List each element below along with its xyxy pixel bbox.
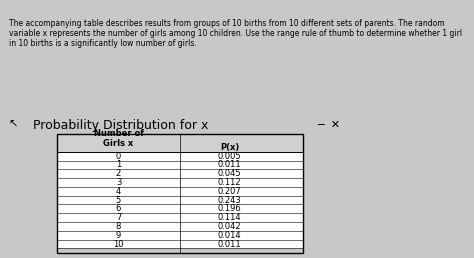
FancyBboxPatch shape [57, 178, 303, 187]
FancyBboxPatch shape [57, 240, 303, 248]
Text: The accompanying table describes results from groups of 10 births from 10 differ: The accompanying table describes results… [9, 19, 463, 49]
Text: ↖: ↖ [8, 120, 18, 130]
Text: 0.112: 0.112 [218, 178, 241, 187]
Text: 9: 9 [116, 231, 121, 240]
Text: 5: 5 [116, 196, 121, 205]
FancyBboxPatch shape [57, 152, 303, 160]
Text: 10: 10 [113, 239, 124, 248]
Text: 0.042: 0.042 [218, 222, 241, 231]
Text: P(x): P(x) [220, 143, 239, 152]
FancyBboxPatch shape [57, 205, 303, 213]
FancyBboxPatch shape [57, 160, 303, 169]
Text: 0.207: 0.207 [218, 187, 241, 196]
FancyBboxPatch shape [57, 134, 303, 152]
FancyBboxPatch shape [57, 187, 303, 196]
Text: 0.005: 0.005 [218, 152, 241, 161]
Text: 2: 2 [116, 169, 121, 178]
FancyBboxPatch shape [57, 222, 303, 231]
Text: 0.011: 0.011 [218, 160, 241, 170]
Text: Number of
Girls x: Number of Girls x [93, 129, 144, 148]
FancyBboxPatch shape [57, 196, 303, 205]
Text: 7: 7 [116, 213, 121, 222]
Text: 0.196: 0.196 [218, 204, 241, 213]
FancyBboxPatch shape [57, 231, 303, 240]
Text: 1: 1 [116, 160, 121, 170]
Text: 4: 4 [116, 187, 121, 196]
Text: 0.114: 0.114 [218, 213, 241, 222]
Text: 3: 3 [116, 178, 121, 187]
FancyBboxPatch shape [57, 213, 303, 222]
Text: 8: 8 [116, 222, 121, 231]
Text: Probability Distribution for x: Probability Distribution for x [33, 119, 209, 132]
Text: ─  ✕: ─ ✕ [318, 120, 341, 130]
Text: 0.011: 0.011 [218, 239, 241, 248]
Text: 0.045: 0.045 [218, 169, 241, 178]
Text: 0.014: 0.014 [218, 231, 241, 240]
FancyBboxPatch shape [57, 169, 303, 178]
Text: 6: 6 [116, 204, 121, 213]
Text: 0: 0 [116, 152, 121, 161]
Text: 0.243: 0.243 [218, 196, 241, 205]
